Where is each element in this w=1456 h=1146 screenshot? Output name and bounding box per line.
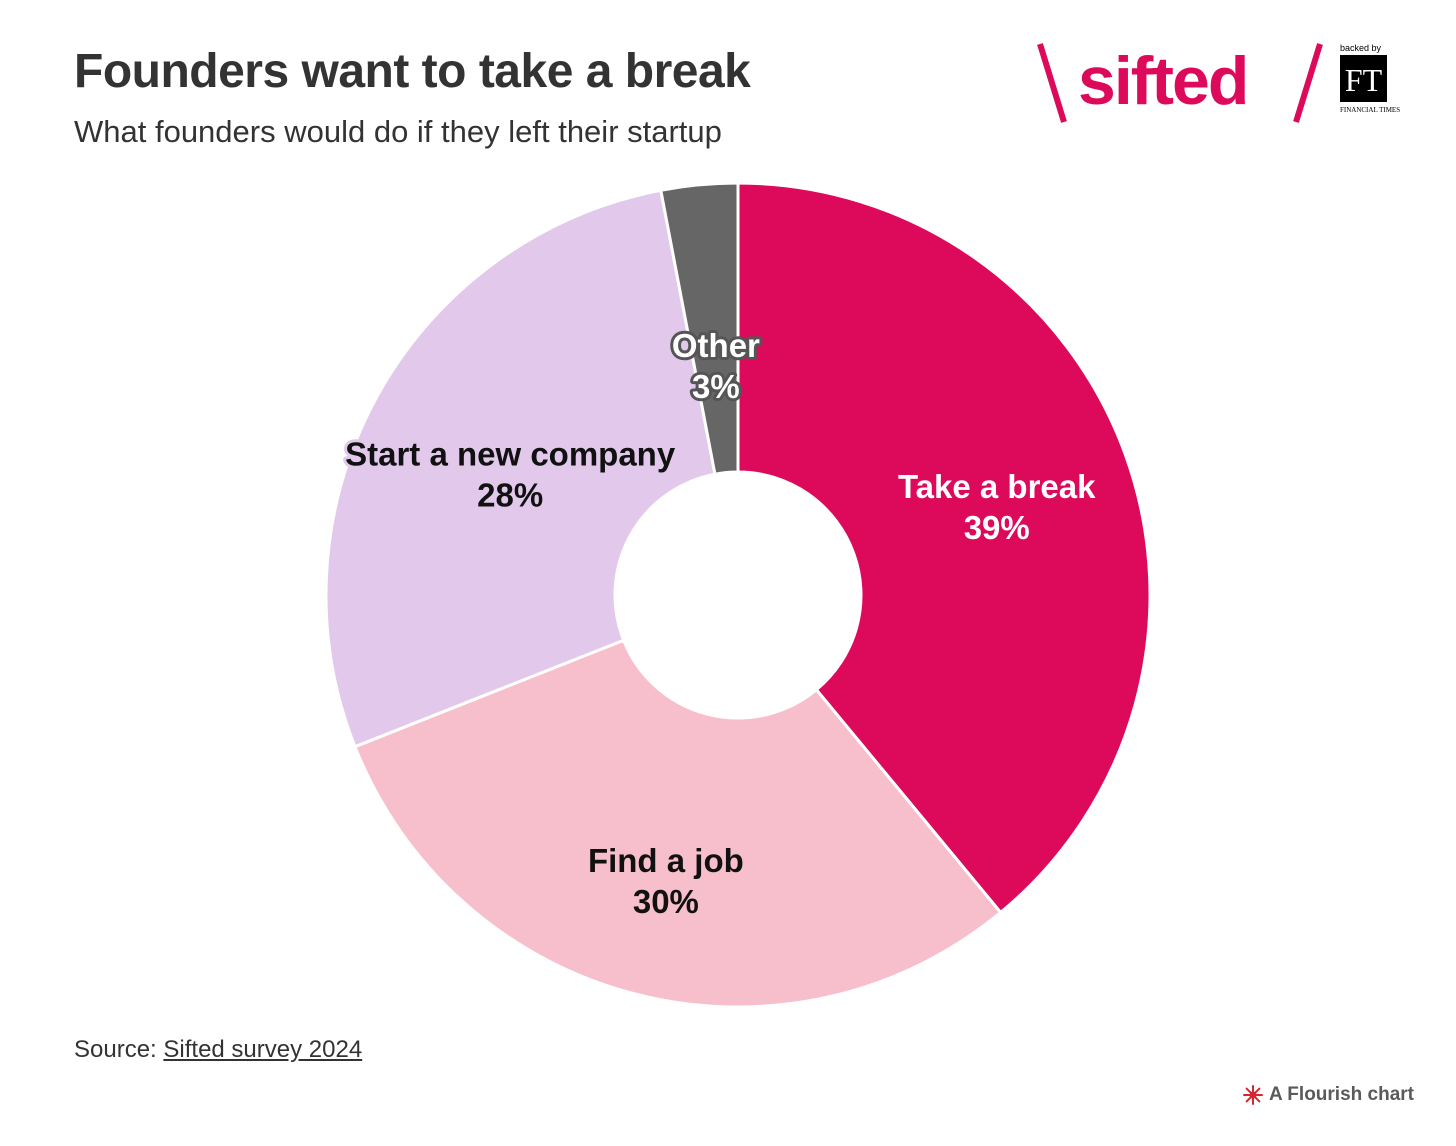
slice-label-name: Other [672,327,760,364]
logo-wordmark: sifted [1078,43,1247,119]
slice-label-find-a-job: Find a job 30% [588,842,744,920]
source-link[interactable]: Sifted survey 2024 [163,1036,363,1063]
source-prefix: Source: [74,1036,157,1063]
slice-label-other: Other 3% [672,327,760,405]
slice-find-a-job[interactable] [352,638,1003,1009]
ft-logo-name: FINANCIAL TIMES [1340,106,1400,114]
chart-subtitle: What founders would do if they left thei… [74,114,722,149]
slice-other[interactable] [659,181,740,476]
logo-backed-by: backed by [1340,43,1382,53]
slice-start-a-new-company[interactable] [324,188,717,749]
slice-label-value: 28% [477,477,543,514]
flourish-credit[interactable]: A Flourish chart [1243,1084,1414,1106]
flourish-icon [1243,1085,1264,1105]
slice-take-a-break[interactable] [736,181,1152,915]
logo-backslash [1037,43,1067,123]
slice-label-value: 30% [633,883,699,920]
slice-label-take-a-break: Take a break 39% [898,468,1096,546]
ft-logo-box [1340,55,1387,102]
slice-label-name: Take a break [898,468,1096,505]
slice-label-value: 3% [692,368,740,405]
logo-slash [1293,43,1323,123]
slice-label-name: Find a job [588,842,744,879]
chart-title: Founders want to take a break [74,45,751,98]
slice-label-name: Start a new company [345,436,676,473]
credit-text: A Flourish chart [1269,1084,1414,1105]
source-note: Source: Sifted survey 2024 [74,1036,362,1064]
slice-label-start-a-new-company: Start a new company 28% [345,436,676,514]
slice-label-value: 39% [964,509,1030,546]
sifted-ft-logo[interactable]: sifted backed by FT FINANCIAL TIMES [1030,38,1400,130]
ft-logo-mark: FT [1345,62,1383,98]
